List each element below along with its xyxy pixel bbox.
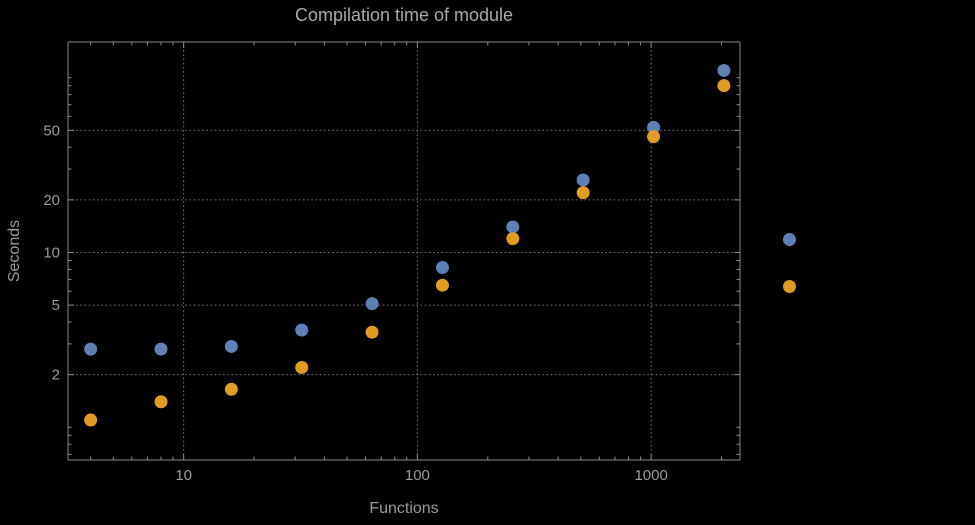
data-point-series-2-orange [224, 382, 238, 396]
chart-title: Compilation time of module [294, 5, 514, 25]
data-point-series-2-orange [435, 278, 449, 292]
data-point-series-2-orange [647, 130, 661, 144]
x-tick-label: 1000 [634, 467, 667, 484]
y-tick-label: 5 [52, 297, 60, 314]
y-tick-label: 50 [43, 122, 60, 139]
y-tick-label: 20 [43, 192, 60, 209]
data-point-series-1-blue [435, 261, 449, 275]
chart-legend [783, 233, 803, 327]
data-point-series-1-blue [647, 120, 661, 134]
data-point-series-1-blue [295, 323, 309, 337]
data-point-series-2-orange [295, 360, 309, 374]
data-point-series-2-orange [576, 186, 590, 200]
plot-frame [67, 41, 741, 461]
data-point-series-2-orange [717, 79, 731, 93]
legend-marker-series-1 [783, 233, 796, 246]
data-point-series-2-orange [365, 325, 379, 339]
x-tick-label: 100 [405, 467, 430, 484]
data-point-series-1-blue [224, 339, 238, 353]
data-point-series-1-blue [717, 63, 731, 77]
data-point-series-1-blue [154, 342, 168, 356]
x-tick-label: 10 [175, 467, 192, 484]
data-point-series-1-blue [506, 220, 520, 234]
data-point-series-1-blue [365, 297, 379, 311]
data-point-series-2-orange [84, 413, 98, 427]
data-point-series-1-blue [84, 342, 98, 356]
data-point-series-1-blue [576, 173, 590, 187]
y-tick-label: 10 [43, 244, 60, 261]
y-tick-label: 2 [52, 367, 60, 384]
data-point-series-2-orange [506, 232, 520, 246]
legend-marker-series-2 [783, 280, 796, 293]
x-axis-label: Functions [369, 500, 439, 517]
data-point-series-2-orange [154, 395, 168, 409]
